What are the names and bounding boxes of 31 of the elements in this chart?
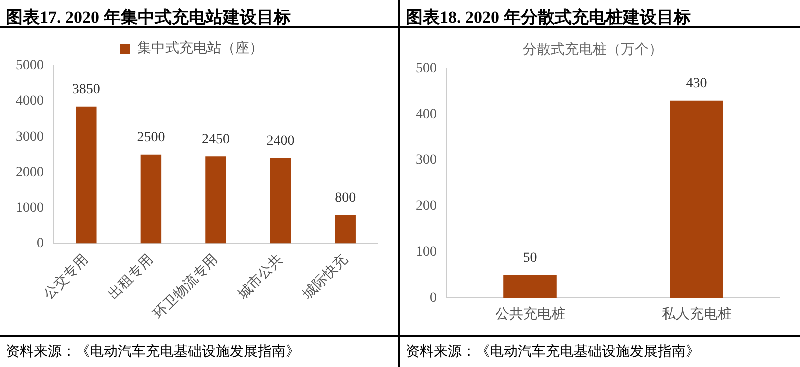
text: 资料来源：《电动汽车充电基础设施发展指南》 [0,335,398,365]
y-tick-label: 500 [416,61,437,76]
y-tick-label: 4000 [16,94,44,110]
legend-label: 集中式充电站（座） [138,40,264,57]
x-tick-label: 出租专用 [106,252,157,303]
x-tick-label: 城市公共 [234,252,286,304]
y-tick-label: 0 [430,290,437,306]
y-tick-label: 200 [416,199,437,214]
y-tick-label: 3000 [16,130,44,145]
y-tick-label: 2000 [16,165,44,180]
data-label: 430 [686,76,708,92]
data-label: 2450 [202,132,230,148]
data-label: 800 [335,190,356,206]
data-label: 2500 [137,130,166,146]
data-label: 50 [523,250,538,266]
x-tick-label: 城际快充 [299,252,352,304]
x-tick-label: 私人充电桩 [662,306,732,322]
text: 资料来源：《电动汽车充电基础设施发展指南》 [400,335,800,365]
chart-subtitle: 分散式充电桩（万个） [523,42,663,58]
chart-title: 图表17. 2020 年集中式充电站建设目标 [0,2,398,28]
x-tick-label: 公共充电桩 [495,306,566,322]
y-tick-label: 1000 [16,200,44,216]
y-tick-label: 5000 [16,58,44,74]
y-tick-label: 400 [416,107,437,122]
data-label: 2400 [266,134,295,150]
chart-title: 图表18. 2020 年分散式充电桩建设目标 [400,2,800,28]
x-tick-label: 公交专用 [40,252,92,303]
data-label: 3850 [72,82,100,98]
y-tick-label: 0 [37,236,44,252]
y-tick-label: 300 [416,153,437,168]
y-tick-label: 100 [416,244,437,260]
